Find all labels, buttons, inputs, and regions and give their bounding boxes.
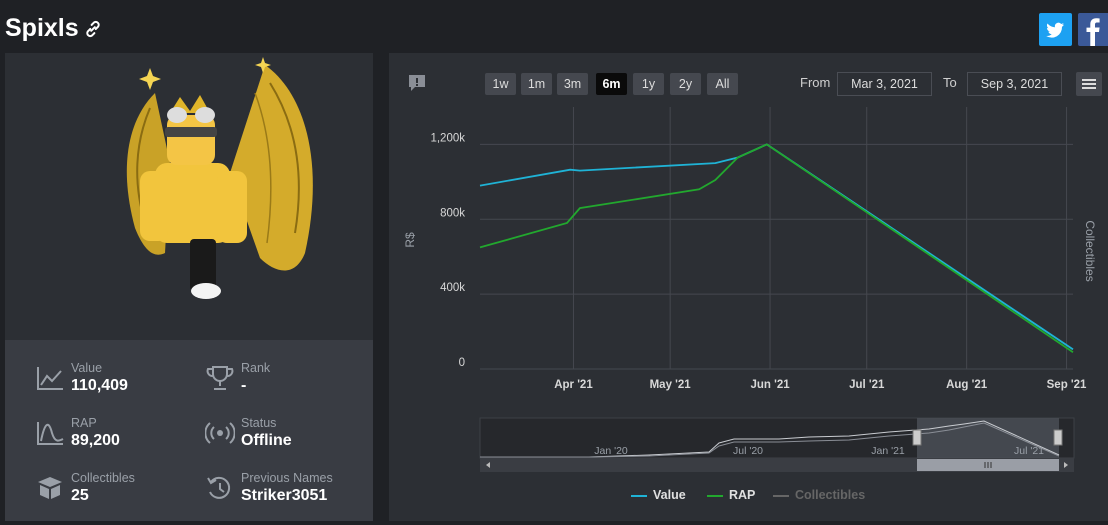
box-icon <box>38 477 62 499</box>
range-button-6m[interactable]: 6m <box>596 73 627 95</box>
navigator-left-handle[interactable] <box>912 429 922 446</box>
x-tick-label: Jul '21 <box>849 379 885 391</box>
hamburger-icon <box>1082 79 1096 89</box>
stat-rank-label: Rank <box>241 361 271 375</box>
y-tick-label: 1,200k <box>430 132 465 144</box>
stat-status: Status Offline <box>205 411 365 455</box>
y2-axis-title: Collectibles <box>1083 220 1097 281</box>
x-axis: Apr '21 May '21 Jun '21 Jul '21 Aug '21 Sep '… <box>554 379 1087 391</box>
value-chart-panel: 1w 1m 3m 6m 1y 2y All From Mar 3, 2021 T… <box>389 53 1108 521</box>
history-icon <box>207 476 231 499</box>
profile-panel: Value 110,409 Rank - RAP 89,200 <box>5 53 373 521</box>
y-tick-label: 0 <box>459 357 465 369</box>
x-tick-label: Apr '21 <box>554 379 593 391</box>
stat-value-number: 110,409 <box>71 377 128 394</box>
scrollbar-grip-icon <box>984 462 992 468</box>
stat-rank: Rank - <box>205 356 365 400</box>
legend-collectibles-label: Collectibles <box>795 488 866 502</box>
y-axis: 0 400k 800k 1,200k <box>430 132 465 369</box>
legend-item-collectibles[interactable]: Collectibles <box>773 488 865 502</box>
stat-collectibles-label: Collectibles <box>71 471 135 485</box>
stat-previous-names: Previous Names Striker3051 <box>205 466 365 510</box>
range-navigator[interactable]: Jan '20 Jul '20 Jan '21 Jul '21 <box>479 417 1075 472</box>
facebook-icon <box>1086 18 1100 46</box>
facebook-share-button[interactable] <box>1078 13 1108 46</box>
x-tick-label: Jun '21 <box>750 379 790 391</box>
stat-value: Value 110,409 <box>35 356 195 400</box>
trophy-icon <box>206 366 234 390</box>
navigator-series-line-2 <box>480 422 1060 458</box>
legend-item-value[interactable]: Value <box>631 488 686 502</box>
legend-item-rap[interactable]: RAP <box>707 488 755 502</box>
from-label: From <box>800 75 831 90</box>
rap-curve-icon <box>37 422 64 445</box>
scroll-right-arrow-icon[interactable] <box>1064 462 1068 468</box>
stat-rank-number: - <box>241 377 247 394</box>
navigator-right-handle[interactable] <box>1053 429 1063 446</box>
stat-collectibles-number: 25 <box>71 487 89 504</box>
stat-collectibles: Collectibles 25 <box>35 466 195 510</box>
stats-grid: Value 110,409 Rank - RAP 89,200 <box>5 340 373 521</box>
price-chart[interactable]: Apr '21 May '21 Jun '21 Jul '21 Aug '21 Sep '… <box>389 53 1108 521</box>
legend-value-label: Value <box>653 488 686 502</box>
range-button-1y[interactable]: 1y <box>633 73 664 95</box>
stat-status-value: Offline <box>241 432 292 449</box>
stat-rap-label: RAP <box>71 416 97 430</box>
y-tick-label: 400k <box>440 282 465 294</box>
comment-icon[interactable] <box>407 73 427 93</box>
range-button-2y[interactable]: 2y <box>670 73 701 95</box>
link-icon[interactable] <box>82 18 104 40</box>
chart-grid <box>480 107 1073 370</box>
chart-legend: Value RAP Collectibles <box>631 488 891 504</box>
broadcast-icon <box>205 422 235 444</box>
to-label: To <box>943 75 957 90</box>
stat-status-label: Status <box>241 416 277 430</box>
x-tick-label: Aug '21 <box>946 379 988 391</box>
range-button-all[interactable]: All <box>707 73 738 95</box>
username-title: Spixls <box>5 14 79 42</box>
navigator-label-jul20: Jul '20 <box>733 445 763 457</box>
stat-previous-names-value: Striker3051 <box>241 487 328 504</box>
range-button-1w[interactable]: 1w <box>485 73 516 95</box>
range-button-1m[interactable]: 1m <box>521 73 552 95</box>
x-tick-label: May '21 <box>650 379 692 391</box>
x-tick-label: Sep '21 <box>1047 379 1087 391</box>
y-tick-label: 800k <box>440 207 465 219</box>
avatar-image <box>126 57 313 299</box>
stat-rap-number: 89,200 <box>71 432 120 449</box>
twitter-icon <box>1046 22 1064 38</box>
stat-rap: RAP 89,200 <box>35 411 195 455</box>
scroll-left-arrow-icon[interactable] <box>486 462 490 468</box>
navigator-series-line <box>480 420 1060 458</box>
twitter-share-button[interactable] <box>1039 13 1072 46</box>
to-date-input[interactable]: Sep 3, 2021 <box>967 72 1062 96</box>
navigator-label-jan20: Jan '20 <box>594 445 628 457</box>
chart-series <box>479 143 1074 354</box>
y-axis-title: R$ <box>403 232 417 248</box>
stat-previous-names-label: Previous Names <box>241 471 333 485</box>
avatar <box>5 53 373 340</box>
series-line-value[interactable] <box>479 143 1074 351</box>
from-date-input[interactable]: Mar 3, 2021 <box>837 72 932 96</box>
chart-menu-button[interactable] <box>1076 72 1102 96</box>
stat-value-label: Value <box>71 361 103 375</box>
navigator-label-jan21: Jan '21 <box>871 445 905 457</box>
series-line-rap[interactable] <box>479 143 1074 354</box>
navigator-label-jul21: Jul '21 <box>1014 445 1044 457</box>
trend-line-icon <box>37 367 63 390</box>
legend-rap-label: RAP <box>729 488 756 502</box>
range-button-3m[interactable]: 3m <box>557 73 588 95</box>
